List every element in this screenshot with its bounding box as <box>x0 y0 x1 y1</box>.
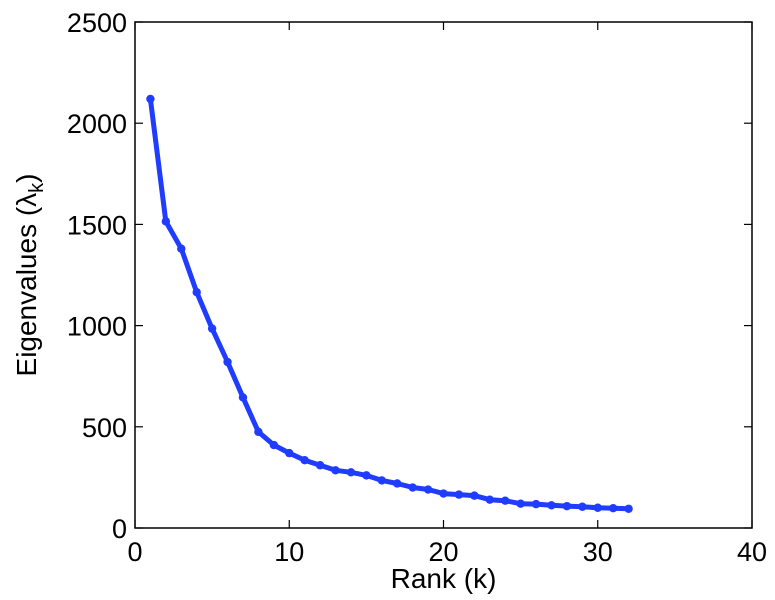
series-layer <box>146 94 633 513</box>
data-point <box>161 217 171 226</box>
y-axis-label: Eigenvalues (λk) <box>11 174 48 377</box>
y-axis-label-subscript: k <box>26 182 48 193</box>
data-point <box>346 468 356 477</box>
y-tick-label: 2500 <box>67 8 127 38</box>
data-point <box>470 491 479 500</box>
data-point <box>578 502 587 511</box>
y-tick-label: 1000 <box>67 312 127 342</box>
y-tick-label: 0 <box>112 514 127 544</box>
y-axis-label-prefix: Eigenvalues ( <box>11 206 42 376</box>
plot-frame <box>134 21 753 529</box>
data-point <box>408 483 417 492</box>
data-point <box>192 288 201 297</box>
data-point <box>177 244 186 253</box>
series-line <box>147 96 632 512</box>
x-tick-label: 0 <box>127 537 142 567</box>
data-point <box>331 466 340 475</box>
ticks-layer: 0 10 20 30 40 0 500 1000 1500 2000 2500 <box>67 8 767 567</box>
data-point <box>223 357 232 367</box>
data-point <box>269 440 279 450</box>
data-point <box>485 495 494 504</box>
x-tick-label: 20 <box>428 537 458 567</box>
data-point <box>593 503 602 512</box>
data-point <box>624 504 633 513</box>
data-point <box>146 94 155 104</box>
y-tick-label: 500 <box>82 413 127 443</box>
data-point <box>207 324 217 333</box>
data-point <box>300 455 309 465</box>
data-point <box>439 489 448 498</box>
data-point <box>238 393 248 402</box>
x-tick-label: 40 <box>737 537 767 567</box>
data-point <box>285 448 294 458</box>
data-point <box>377 476 386 485</box>
x-axis-label: Rank (k) <box>391 563 497 594</box>
data-point <box>362 471 371 480</box>
data-point <box>531 499 541 509</box>
y-axis-label-symbol: λ <box>11 193 42 207</box>
x-tick-label: 30 <box>583 537 613 567</box>
data-point <box>608 503 618 513</box>
data-point <box>393 479 402 488</box>
data-point <box>315 461 325 470</box>
y-tick-label: 2000 <box>67 109 127 139</box>
data-point <box>254 427 263 437</box>
y-axis-label-suffix: ) <box>11 174 42 183</box>
data-point <box>562 501 572 511</box>
data-point <box>501 496 510 505</box>
data-point <box>454 490 464 499</box>
x-tick-label: 10 <box>274 537 304 567</box>
data-point <box>547 501 556 510</box>
y-tick-label: 1500 <box>67 210 127 240</box>
data-point <box>423 485 433 494</box>
data-point <box>516 499 525 508</box>
